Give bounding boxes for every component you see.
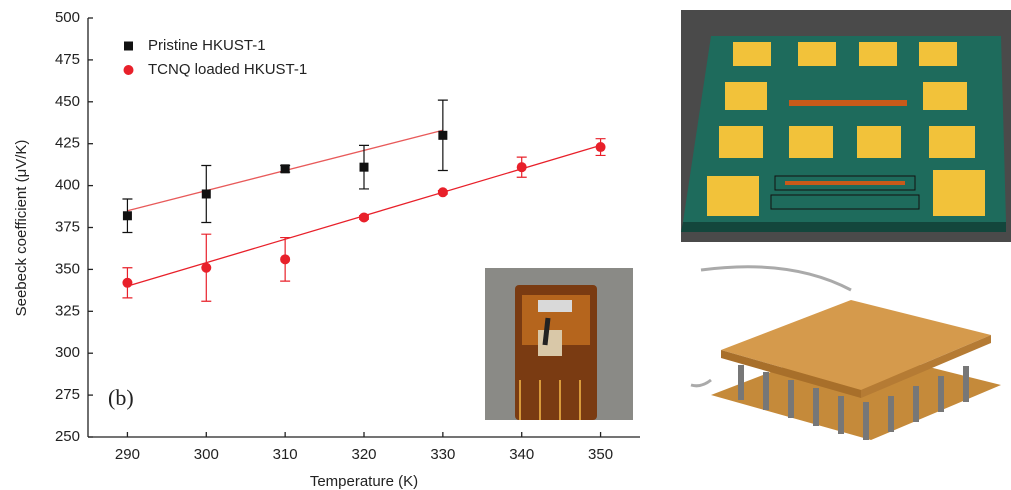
data-point <box>280 254 290 264</box>
data-point <box>202 189 211 198</box>
y-tick-label: 400 <box>55 177 80 194</box>
x-tick-label: 290 <box>115 446 140 463</box>
data-point <box>281 164 290 173</box>
y-tick-label: 375 <box>55 218 80 235</box>
x-tick-label: 330 <box>430 446 455 463</box>
legend-marker <box>124 42 133 51</box>
y-tick-label: 475 <box>55 51 80 68</box>
y-tick-label: 500 <box>55 9 80 26</box>
y-tick-label: 300 <box>55 344 80 361</box>
data-point <box>359 212 369 222</box>
y-tick-label: 350 <box>55 260 80 277</box>
x-tick-label: 340 <box>509 446 534 463</box>
x-tick-label: 310 <box>273 446 298 463</box>
legend-label: TCNQ loaded HKUST-1 <box>148 61 307 78</box>
data-point <box>596 142 606 152</box>
legend-label: Pristine HKUST-1 <box>148 37 266 54</box>
data-point <box>360 163 369 172</box>
figure: Temperature (K) Seebeck coefficient (μV/… <box>0 0 1011 490</box>
data-point <box>201 263 211 273</box>
data-point <box>123 211 132 220</box>
peltier-module-image <box>691 267 1001 440</box>
data-point <box>517 162 527 172</box>
x-tick-label: 300 <box>194 446 219 463</box>
y-tick-label: 325 <box>55 302 80 319</box>
y-tick-label: 425 <box>55 135 80 152</box>
x-tick-label: 320 <box>351 446 376 463</box>
data-point <box>438 131 447 140</box>
y-tick-label: 250 <box>55 428 80 445</box>
data-point <box>438 187 448 197</box>
chip-layout-image <box>681 10 1011 242</box>
chart: Temperature (K) Seebeck coefficient (μV/… <box>0 0 660 490</box>
x-tick-label: 350 <box>588 446 613 463</box>
y-tick-label: 275 <box>55 386 80 403</box>
legend-marker <box>124 65 134 75</box>
y-axis-label: Seebeck coefficient (μV/K) <box>13 140 30 317</box>
y-tick-label: 450 <box>55 93 80 110</box>
device-illustrations <box>671 0 1011 490</box>
data-point <box>122 278 132 288</box>
x-axis-label: Temperature (K) <box>310 473 418 490</box>
panel-label: (b) <box>108 385 134 410</box>
inset-photo <box>485 268 633 420</box>
